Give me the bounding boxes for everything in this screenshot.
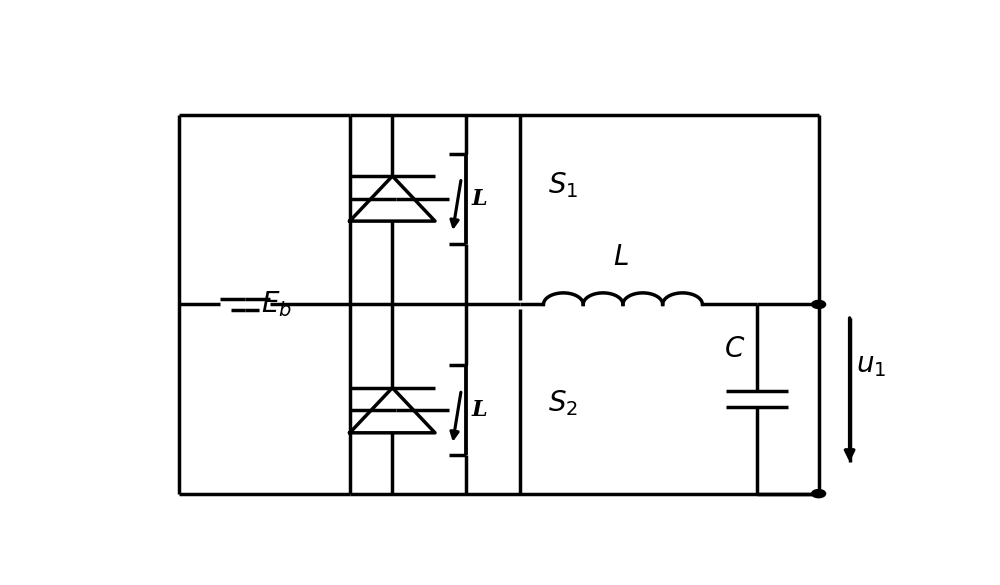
Text: $E_b$: $E_b$ <box>261 290 292 319</box>
Text: $L$: $L$ <box>613 243 629 271</box>
Circle shape <box>812 300 826 308</box>
Text: $S_1$: $S_1$ <box>548 170 578 200</box>
Text: L: L <box>471 400 487 421</box>
Text: L: L <box>471 188 487 209</box>
Text: $u_1$: $u_1$ <box>856 351 886 379</box>
Text: $C$: $C$ <box>724 335 745 363</box>
Circle shape <box>812 490 826 498</box>
Text: $S_2$: $S_2$ <box>548 388 578 418</box>
